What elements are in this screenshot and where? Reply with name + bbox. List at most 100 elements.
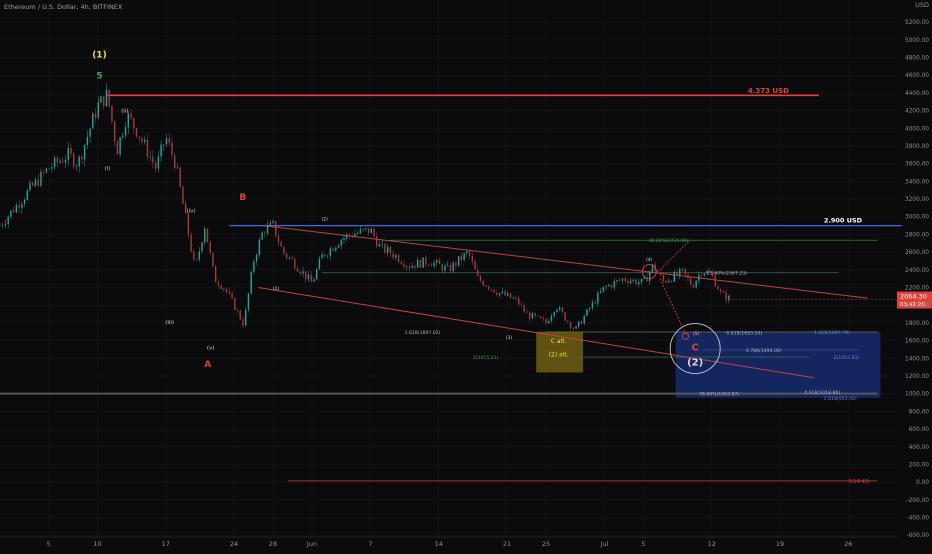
ath-level-label: 4.373 USD bbox=[748, 87, 789, 95]
candle-body bbox=[195, 259, 198, 261]
candle-body bbox=[695, 280, 697, 288]
candle-body bbox=[632, 279, 635, 282]
candle-body bbox=[277, 235, 280, 243]
candle-body bbox=[62, 161, 64, 163]
wave-label: (i) bbox=[104, 166, 110, 172]
candle-body bbox=[184, 203, 187, 214]
candle-body bbox=[419, 259, 422, 268]
candle-body bbox=[567, 320, 569, 322]
candle-body bbox=[51, 167, 53, 169]
wave-label: C alt. bbox=[551, 338, 567, 345]
wave-label: (2) alt. bbox=[549, 352, 569, 359]
candle-body bbox=[143, 139, 146, 142]
candles bbox=[0, 83, 730, 331]
candle-body bbox=[373, 228, 375, 237]
candle-body bbox=[580, 321, 583, 324]
channel-upper-line bbox=[263, 225, 868, 299]
candle-body bbox=[403, 263, 405, 267]
wave-label: B bbox=[239, 193, 246, 203]
candle-body bbox=[687, 274, 689, 279]
current-price-label: 2064.30 bbox=[900, 293, 927, 301]
candle-body bbox=[291, 257, 293, 260]
candle-body bbox=[452, 262, 454, 272]
y-tick-label: 200.00 bbox=[909, 462, 930, 468]
y-tick-label: -200.00 bbox=[907, 498, 930, 504]
candle-body bbox=[206, 228, 209, 243]
x-tick-label: Jul bbox=[600, 540, 609, 548]
y-tick-label: 4400.00 bbox=[905, 91, 929, 97]
wave-label: (1) bbox=[92, 51, 107, 61]
candle-body bbox=[561, 307, 564, 313]
candle-body bbox=[29, 182, 31, 191]
candle-body bbox=[477, 269, 479, 277]
wave-label: (2) bbox=[687, 357, 703, 368]
candle-body bbox=[725, 292, 727, 301]
candle-body bbox=[138, 136, 140, 139]
y-tick-label: 4800.00 bbox=[905, 56, 929, 62]
candle-body bbox=[113, 121, 116, 142]
y-tick-label: 2400.00 bbox=[905, 268, 929, 274]
x-tick-label: 12 bbox=[708, 540, 716, 548]
candle-body bbox=[253, 261, 255, 272]
candle-body bbox=[135, 128, 138, 137]
candle-body bbox=[15, 205, 18, 213]
candle-body bbox=[351, 235, 353, 237]
candle-body bbox=[70, 147, 72, 154]
candle-body bbox=[149, 156, 151, 158]
candle-body bbox=[501, 291, 504, 293]
y-tick-label: 400.00 bbox=[909, 445, 930, 451]
candle-body bbox=[34, 179, 37, 186]
candle-body bbox=[520, 304, 523, 306]
candle-body bbox=[141, 138, 143, 142]
candle-body bbox=[321, 254, 323, 259]
level-lines bbox=[0, 94, 902, 482]
y-tick-label: 600.00 bbox=[909, 427, 930, 433]
candle-body bbox=[217, 282, 220, 286]
candle-body bbox=[485, 285, 487, 287]
candle-body bbox=[709, 271, 711, 273]
countdown-label: 03:42:20 bbox=[900, 302, 925, 308]
candle-body bbox=[163, 144, 165, 145]
candle-body bbox=[370, 228, 372, 233]
candle-body bbox=[534, 313, 536, 316]
fib-label: 78.60%(1003.87) bbox=[699, 391, 739, 397]
x-tick-label: 14 bbox=[435, 540, 443, 548]
fib-label: 2.618(953.92) bbox=[824, 396, 857, 402]
candle-body bbox=[127, 113, 130, 128]
candle-body bbox=[337, 245, 340, 248]
candle-body bbox=[105, 89, 108, 107]
candle-body bbox=[463, 253, 465, 261]
candle-body bbox=[441, 264, 443, 271]
candle-body bbox=[711, 272, 714, 276]
candle-body bbox=[400, 262, 403, 264]
candle-body bbox=[414, 265, 416, 268]
candle-body bbox=[389, 246, 392, 254]
candle-body bbox=[668, 280, 670, 283]
candle-body bbox=[111, 105, 113, 122]
candle-body bbox=[471, 255, 473, 262]
candle-body bbox=[0, 225, 1, 227]
candle-body bbox=[220, 285, 222, 289]
candle-body bbox=[275, 221, 277, 236]
fib-label: 1.618(1697.79) bbox=[814, 330, 850, 336]
candle-body bbox=[610, 284, 613, 288]
candle-body bbox=[643, 277, 645, 279]
wave-label: A bbox=[204, 360, 211, 370]
candle-body bbox=[242, 319, 244, 326]
candle-body bbox=[23, 199, 26, 204]
candle-body bbox=[250, 271, 252, 294]
candle-body bbox=[490, 289, 493, 290]
candle-body bbox=[381, 243, 383, 245]
y-tick-label: 4200.00 bbox=[905, 109, 929, 115]
candle-body bbox=[558, 307, 561, 310]
candle-body bbox=[613, 281, 615, 288]
candle-body bbox=[343, 238, 345, 240]
candle-body bbox=[594, 302, 596, 304]
candle-body bbox=[294, 259, 296, 269]
candle-body bbox=[335, 247, 337, 251]
candle-body bbox=[122, 135, 124, 138]
candle-body bbox=[201, 242, 203, 252]
candle-body bbox=[332, 248, 334, 251]
